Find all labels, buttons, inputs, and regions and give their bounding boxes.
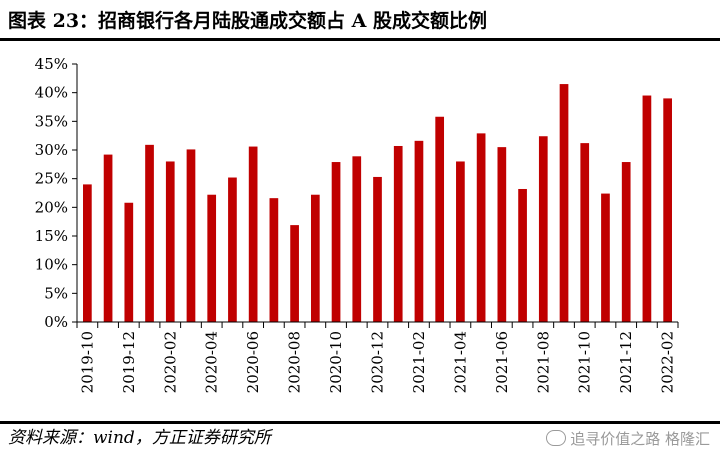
source-note: 资料来源：wind，方正证券研究所 <box>8 428 271 448</box>
bar <box>331 162 341 322</box>
bar <box>580 143 590 322</box>
y-tick-label: 0% <box>44 313 68 331</box>
x-tick-label: 2021-06 <box>493 331 511 393</box>
x-axis: 2019-10 2019-12 2020-02 2020-04 2020-06 2020-… <box>76 321 679 393</box>
bar <box>310 194 320 322</box>
bar <box>642 95 652 322</box>
bar <box>145 144 154 322</box>
y-tick-label: 20% <box>35 198 68 216</box>
x-tick-label: 2020-12 <box>369 331 387 393</box>
bar <box>663 98 672 323</box>
y-tick-label: 30% <box>35 141 68 159</box>
bar <box>601 193 610 322</box>
x-tick-label: 2020-10 <box>327 331 345 393</box>
watermark-text: 追寻价值之路 格隆汇 <box>570 430 710 448</box>
x-tick-label: 2021-04 <box>451 331 469 393</box>
bar <box>248 146 258 322</box>
bar <box>373 176 382 322</box>
y-tick-label: 10% <box>35 256 68 274</box>
title-rule <box>0 38 720 41</box>
bar <box>228 177 237 322</box>
x-tick-label: 2020-06 <box>244 331 262 393</box>
wechat-icon <box>546 430 567 446</box>
bar <box>393 145 403 322</box>
bar <box>435 116 445 322</box>
bar <box>269 198 279 322</box>
y-tick-label: 5% <box>44 284 68 302</box>
bar <box>538 136 548 322</box>
y-tick-label: 45% <box>35 55 68 73</box>
x-tick-label: 2019-12 <box>120 331 138 393</box>
chart-title: 图表 23：招商银行各月陆股通成交额占 A 股成交额比例 <box>8 10 488 32</box>
y-tick-label: 40% <box>35 84 68 102</box>
x-tick-label: 2021-08 <box>534 331 552 393</box>
x-tick-label: 2020-02 <box>161 331 179 393</box>
y-axis: 0% 5% 10% 15% 20% 25% 30% 35% 40% 45% <box>35 55 78 331</box>
bar <box>186 149 196 322</box>
bar <box>124 202 134 322</box>
bar <box>165 161 175 322</box>
x-tick-label: 2021-10 <box>576 331 594 393</box>
bar <box>83 184 92 322</box>
bar <box>207 194 217 322</box>
x-tick-label: 2020-04 <box>203 331 221 393</box>
x-tick-label: 2020-08 <box>286 331 304 393</box>
watermark: 追寻价值之路 格隆汇 <box>546 427 710 451</box>
y-tick-label: 15% <box>35 227 68 245</box>
bar <box>103 154 113 322</box>
y-tick-label: 35% <box>35 112 68 130</box>
x-tick-label: 2019-10 <box>78 331 96 393</box>
bar-chart: 0%5%10%15%20%25%30%35%40%45% 2019-10 2019… <box>35 55 679 393</box>
bar <box>518 188 527 322</box>
footer-rule <box>0 421 720 424</box>
y-tick-label: 25% <box>35 170 68 188</box>
bar <box>290 225 299 322</box>
bar <box>497 147 507 322</box>
x-tick-label: 2022-02 <box>659 331 677 393</box>
bar <box>621 162 631 322</box>
bar <box>456 161 465 322</box>
bar <box>352 156 362 322</box>
bar <box>476 133 486 322</box>
x-tick-label: 2021-02 <box>410 331 428 393</box>
x-tick-label: 2021-12 <box>617 331 635 393</box>
bar <box>559 84 569 322</box>
bar <box>414 140 424 322</box>
bar-series <box>83 84 672 323</box>
